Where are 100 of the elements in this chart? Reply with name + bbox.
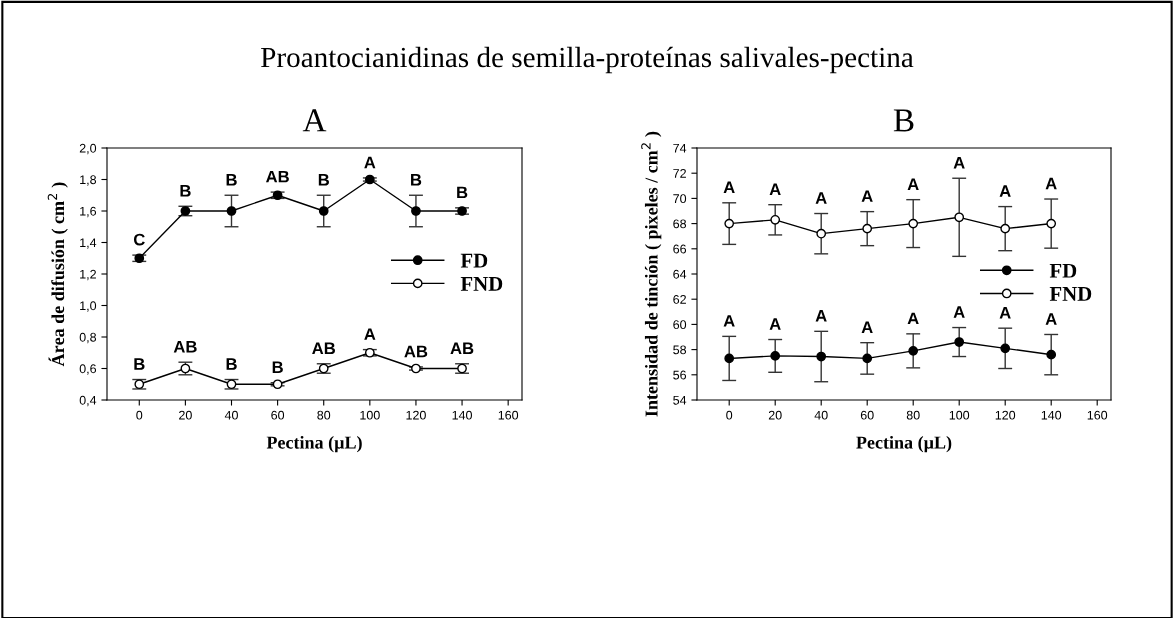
point — [1000, 343, 1011, 354]
y-tick-label: 70 — [673, 194, 687, 204]
annotation: AB — [265, 170, 289, 183]
annotation: B — [318, 174, 329, 186]
chart-title: B — [893, 109, 914, 132]
annotation: B — [134, 358, 145, 370]
annotation: B — [226, 358, 237, 370]
y-tick-label: 1,8 — [80, 175, 97, 186]
x-tick-label: 0 — [726, 410, 733, 420]
annotation: A — [769, 318, 781, 330]
annotation: B — [457, 186, 468, 199]
y-tick-label: 0,8 — [79, 332, 97, 344]
y-tick-label: 0,4 — [79, 395, 97, 407]
annotation: A — [907, 178, 919, 190]
point — [862, 223, 873, 234]
point — [724, 218, 735, 229]
point — [411, 206, 421, 216]
x-axis-title: Pectina (µL) — [856, 435, 952, 453]
x-tick-label: 160 — [1087, 410, 1108, 420]
point — [908, 345, 919, 356]
annotation: A — [861, 321, 873, 333]
point — [816, 228, 827, 239]
x-axis-title: Pectina (µL) — [266, 435, 362, 453]
annotation: A — [723, 315, 735, 327]
point — [954, 212, 965, 223]
x-tick-label: 140 — [452, 410, 472, 420]
x-tick-label: 80 — [906, 410, 920, 420]
annotation: A — [907, 312, 919, 325]
point — [134, 253, 145, 264]
annotation: AB — [404, 345, 428, 358]
legend-label: FND — [1049, 287, 1092, 301]
annotation: AB — [312, 342, 335, 355]
y-tick-label: 1,6 — [80, 206, 97, 218]
point — [954, 337, 965, 347]
annotation: A — [1045, 177, 1057, 190]
y-tick-label: 0,6 — [79, 364, 97, 375]
annotation: B — [411, 174, 422, 186]
point — [816, 351, 827, 362]
legend-label: FD — [1049, 263, 1077, 278]
x-tick-label: 0 — [136, 410, 143, 420]
y-axis-title: Área de difusión ( cm$^{2}$ ) — [47, 182, 68, 367]
annotation: A — [999, 185, 1011, 197]
annotation: A — [953, 306, 965, 318]
y-tick-label: 62 — [673, 295, 686, 304]
x-tick-label: 40 — [814, 410, 828, 420]
y-tick-label: 64 — [673, 269, 687, 279]
x-tick-label: 140 — [1041, 410, 1062, 420]
legend-label: FD — [460, 253, 488, 268]
annotation: A — [723, 181, 735, 194]
x-tick-label: 40 — [224, 410, 238, 420]
x-tick-label: 20 — [179, 410, 192, 420]
point — [1000, 223, 1011, 234]
annotation: AB — [450, 342, 474, 355]
annotation: AB — [173, 340, 197, 353]
annotation: A — [953, 157, 965, 169]
point — [770, 214, 781, 225]
point — [226, 206, 237, 216]
point — [770, 351, 781, 361]
text: Proantocianidinas de semilla-proteínas salivales-pectina — [261, 46, 914, 74]
y-tick-label: 2,0 — [79, 143, 97, 155]
x-tick-label: 20 — [768, 410, 782, 420]
point — [724, 353, 735, 364]
y-tick-label: 54 — [673, 395, 687, 405]
annotation: C — [133, 233, 145, 246]
x-tick-label: 80 — [317, 410, 331, 420]
annotation: A — [364, 328, 376, 340]
point — [318, 206, 329, 216]
annotation: A — [861, 190, 873, 202]
point — [364, 174, 375, 185]
point — [272, 190, 283, 201]
annotation: B — [226, 174, 237, 186]
x-tick-label: 120 — [406, 410, 426, 420]
annotation: A — [999, 306, 1011, 319]
x-tick-label: 160 — [498, 410, 519, 420]
x-tick-label: 100 — [949, 410, 970, 420]
y-tick-label: 58 — [673, 345, 687, 355]
y-tick-label: 1,2 — [80, 269, 96, 281]
y-tick-label: 1,4 — [80, 238, 97, 249]
x-tick-label: 60 — [271, 410, 285, 420]
point — [908, 218, 919, 229]
point — [862, 353, 873, 364]
y-tick-label: 74 — [673, 143, 687, 153]
annotation: A — [364, 156, 376, 169]
chart-title: A — [302, 109, 327, 132]
x-tick-label: 60 — [860, 410, 874, 420]
x-tick-label: 120 — [995, 410, 1016, 420]
point — [1046, 349, 1057, 360]
point — [1046, 218, 1057, 229]
y-tick-label: 72 — [673, 169, 686, 178]
y-tick-label: 1,0 — [80, 301, 97, 312]
point — [457, 206, 467, 216]
annotation: A — [815, 192, 827, 204]
annotation: A — [1045, 313, 1057, 325]
annotation: A — [815, 310, 827, 322]
y-tick-label: 56 — [673, 370, 687, 380]
legend-label: FND — [460, 277, 503, 291]
y-axis-title: Intensidad de tinción ( pixeles / cm$^{2}$ ) — [641, 131, 662, 417]
x-tick-label: 100 — [360, 410, 380, 420]
y-tick-label: 66 — [673, 244, 687, 254]
y-tick-label: 68 — [673, 219, 687, 229]
